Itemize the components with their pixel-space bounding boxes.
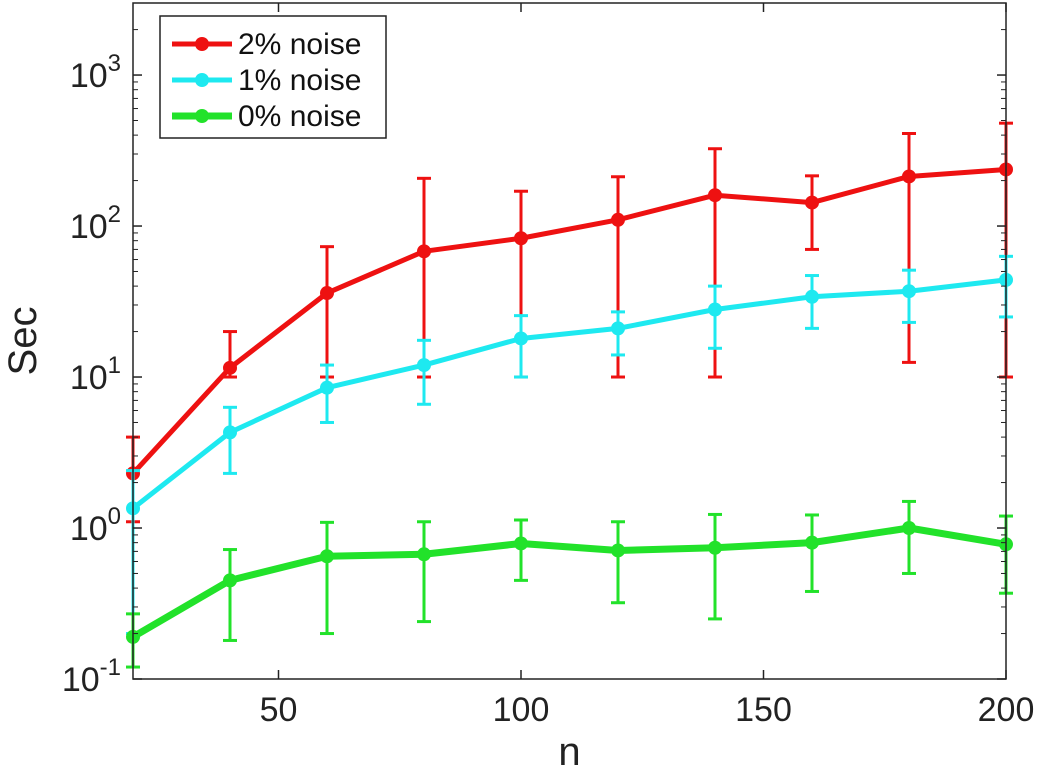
- data-point: [514, 231, 528, 246]
- data-point: [320, 549, 334, 564]
- legend-marker: [195, 109, 209, 123]
- y-tick-label: 10-1: [62, 654, 121, 699]
- data-point: [708, 188, 722, 203]
- legend-label: 1% noise: [238, 64, 361, 97]
- legend-marker: [195, 37, 209, 51]
- data-point: [805, 535, 819, 550]
- data-point: [320, 286, 334, 301]
- series-1: [126, 121, 1013, 524]
- series-3: [126, 499, 1013, 669]
- legend-label: 2% noise: [238, 28, 361, 61]
- x-axis-label: n: [558, 730, 580, 770]
- x-tick-label: 100: [493, 691, 550, 729]
- y-tick-label: 101: [70, 352, 121, 397]
- legend-marker: [195, 73, 209, 87]
- series-line: [131, 524, 1007, 640]
- data-point: [223, 425, 237, 440]
- axis-ticks: 50 100 150 200 10-1 100 101 102 103: [62, 3, 1035, 729]
- data-point: [514, 331, 528, 346]
- data-point: [708, 302, 722, 317]
- x-tick-label: 200: [978, 691, 1035, 729]
- y-tick-label: 102: [70, 201, 121, 246]
- data-point: [805, 289, 819, 304]
- legend-item: 1% noise: [172, 64, 361, 97]
- legend-item: 2% noise: [172, 28, 361, 61]
- data-point: [417, 547, 431, 562]
- data-point: [611, 212, 625, 227]
- data-point: [805, 195, 819, 210]
- legend-item: 0% noise: [172, 100, 361, 133]
- data-point: [223, 360, 237, 375]
- data-point: [514, 536, 528, 551]
- data-point: [611, 543, 625, 558]
- data-point: [417, 244, 431, 259]
- series-layer: [126, 121, 1013, 669]
- data-point: [320, 380, 334, 395]
- series-2: [126, 254, 1013, 636]
- x-tick-label: 150: [735, 691, 792, 729]
- series-line: [131, 166, 1007, 476]
- series-line: [131, 277, 1007, 511]
- data-point: [611, 321, 625, 336]
- data-point: [902, 284, 916, 299]
- plot-area-frame: [132, 2, 1007, 680]
- data-point: [223, 573, 237, 588]
- y-tick-label: 100: [70, 503, 121, 548]
- legend-label: 0% noise: [238, 100, 361, 133]
- x-tick-label: 50: [260, 691, 298, 729]
- y-axis-label: Sec: [1, 307, 45, 376]
- data-point: [902, 521, 916, 536]
- y-tick-label: 103: [70, 50, 121, 95]
- data-point: [417, 358, 431, 373]
- data-point: [708, 540, 722, 555]
- data-point: [902, 169, 916, 184]
